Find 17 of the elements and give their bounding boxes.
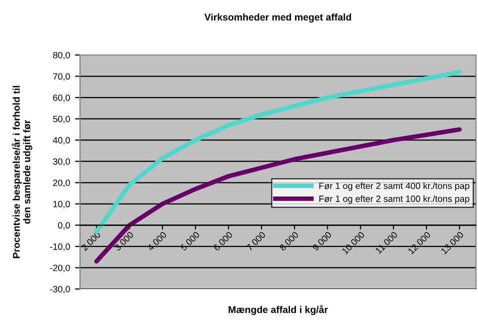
chart-title: Virksomheder med meget affald [204,13,352,23]
x-axis-title: Mængde affald i kg/år [228,304,328,316]
y-axis-title: Procentvise besparelse/år i forhold til den samlede udgift før [12,86,32,258]
y-tick-label: 0,0 [58,222,70,230]
legend-label: Før 1 og efter 2 samt 100 kr./tons pap [319,195,470,204]
y-tick-label: 70,0 [53,73,70,81]
y-tick-label: 20,0 [53,180,70,188]
y-tick-label: 30,0 [53,158,70,166]
y-tick-label: -10,0 [50,243,70,251]
y-tick-label: 60,0 [53,94,70,102]
y-tick-label: 10,0 [53,200,70,208]
y-tick-label: 50,0 [53,116,70,124]
legend-label: Før 1 og efter 2 samt 400 kr./tons pap [319,182,470,191]
y-tick-label: -20,0 [50,264,70,272]
y-tick-label: 80,0 [53,52,70,60]
y-tick-label: 40,0 [52,137,70,145]
y-tick-label: -30,0 [50,286,70,294]
